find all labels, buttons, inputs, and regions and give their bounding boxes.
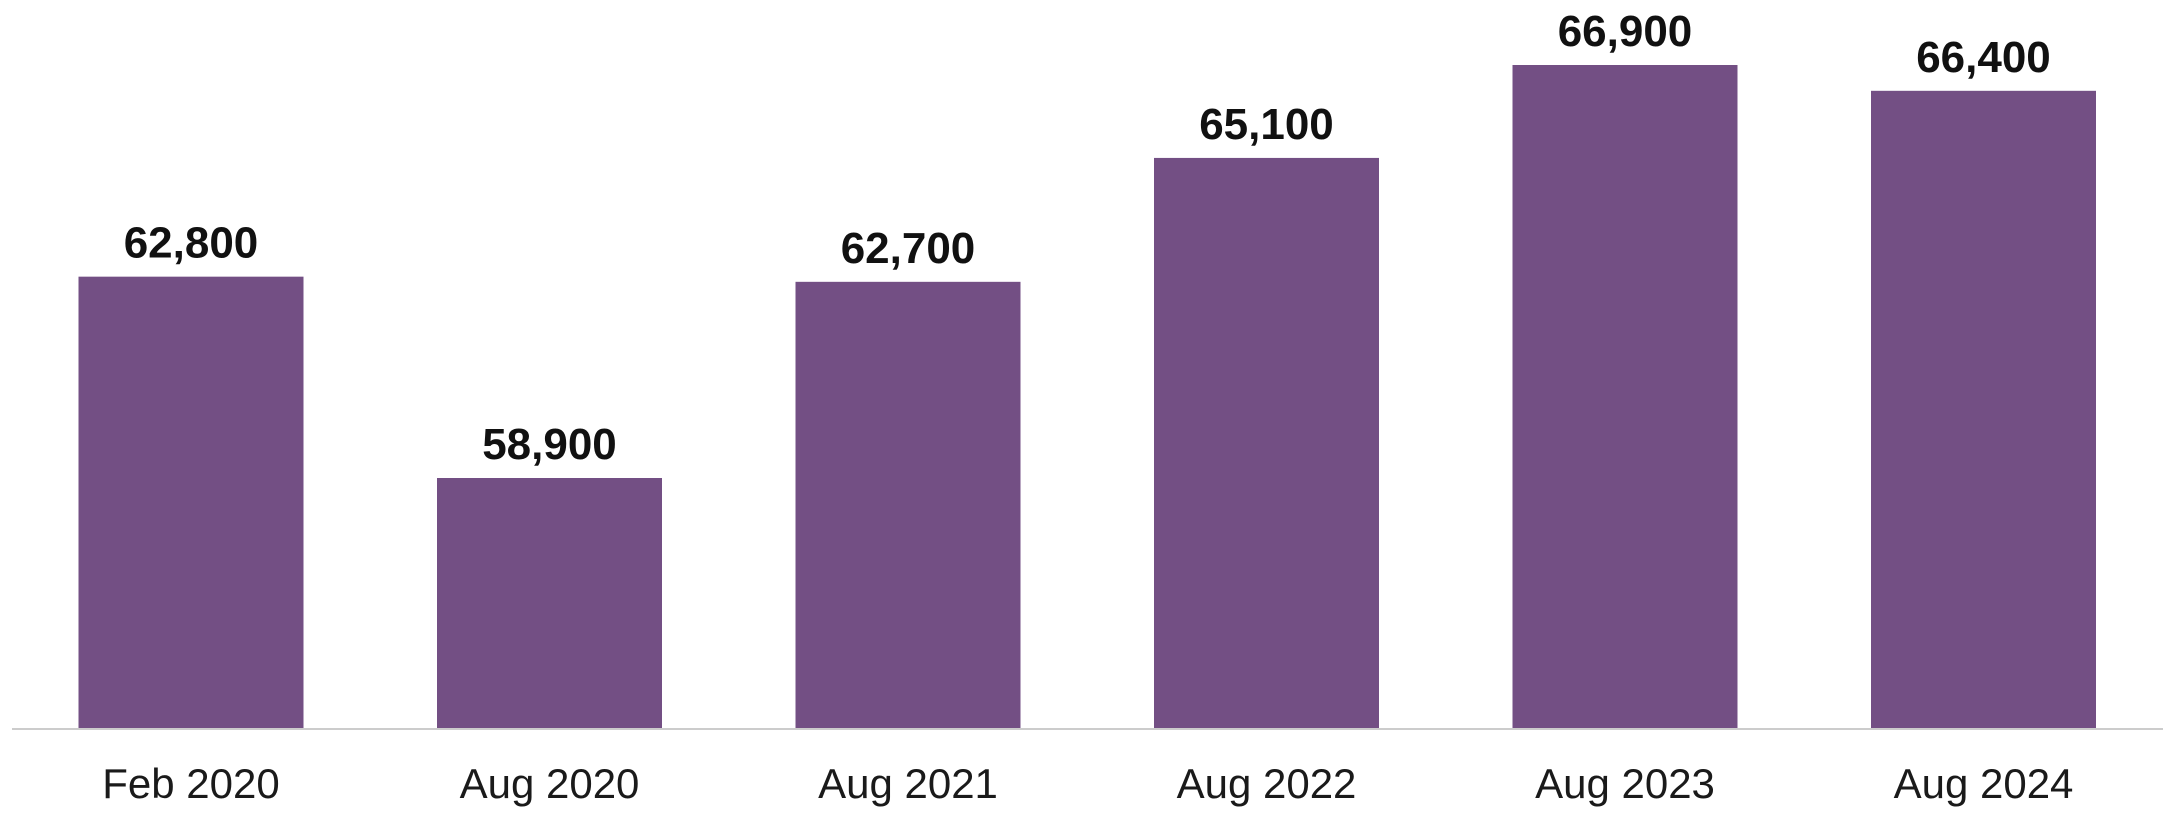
bar-feb-2020: [78, 276, 304, 729]
bar-value-label: 66,400: [1916, 33, 2051, 82]
bar-aug-2020: [437, 478, 662, 729]
category-label: Aug 2021: [818, 760, 998, 807]
bar-value-label: 62,800: [124, 219, 259, 268]
category-label: Aug 2022: [1177, 760, 1357, 807]
category-label: Feb 2020: [102, 760, 279, 807]
bar-aug-2024: [1871, 90, 2096, 729]
bar-value-label: 66,900: [1558, 7, 1693, 56]
bar-value-label: 65,100: [1199, 100, 1334, 149]
bar-value-label: 62,700: [841, 224, 976, 273]
bar-aug-2023: [1512, 65, 1738, 729]
bar-value-label: 58,900: [482, 420, 617, 469]
bars-layer: [78, 65, 2096, 730]
category-labels-layer: Feb 2020 Aug 2020 Aug 2021 Aug 2022 Aug 2023…: [102, 760, 2073, 807]
value-labels-layer: 62,800 58,900 62,700 65,100 66,900 66,400: [124, 7, 2051, 469]
category-label: Aug 2020: [460, 760, 640, 807]
bar-aug-2022: [1154, 157, 1379, 730]
category-label: Aug 2023: [1535, 760, 1715, 807]
bar-aug-2021: [795, 281, 1021, 729]
category-label: Aug 2024: [1894, 760, 2074, 807]
